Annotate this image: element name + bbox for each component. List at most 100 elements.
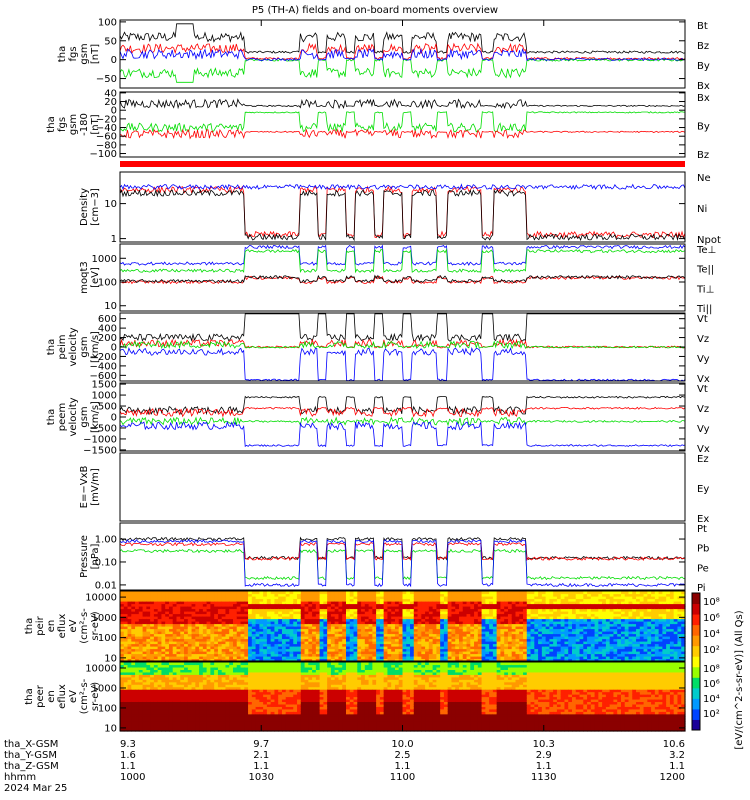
ylabel-line: eV — [68, 690, 79, 703]
legend-By: By — [697, 61, 710, 72]
colorbar-tick: 10² — [703, 645, 720, 656]
ytick-label: 1000 — [92, 613, 117, 624]
ytick-label: 1000 — [92, 683, 117, 694]
series-ve-Vz — [119, 406, 686, 418]
xtick-zgsm: 1.1 — [536, 761, 552, 772]
ytick-label: −500 — [90, 423, 117, 434]
ylabel-line: [mV/m] — [90, 468, 101, 506]
chart-title: P5 (TH-A) fields and on-board moments ov… — [252, 5, 498, 16]
series-temp-Te|| — [119, 274, 686, 284]
ylabel-line: peem — [57, 403, 68, 431]
colorbar-tick: 10⁴ — [703, 629, 720, 640]
legend-Ez: Ez — [697, 454, 709, 465]
ytick-label: 10000 — [85, 664, 117, 675]
legend-Pt: Pt — [697, 524, 707, 535]
legend-Bx: Bx — [697, 81, 710, 92]
ytick-label: 200 — [98, 333, 117, 344]
legend-Pb: Pb — [697, 544, 709, 555]
ylabel-line: velocity — [68, 327, 79, 366]
ylabel-line: tha — [46, 116, 57, 132]
xaxis-row-label: tha_Y-GSM — [4, 750, 57, 761]
series-vi-Vy — [119, 340, 686, 350]
series-ve-Vt — [119, 395, 686, 416]
ylabel-line: moqt3 — [79, 261, 90, 294]
xtick-hhmm: 1000 — [120, 772, 145, 783]
ylabel-line: Density — [79, 188, 90, 226]
legend-Pe: Pe — [697, 563, 709, 574]
xtick-ygsm: 1.6 — [120, 750, 136, 761]
ytick-label: 10 — [104, 301, 117, 312]
series-fgs-Bz — [119, 42, 686, 61]
xtick-xgsm: 9.3 — [120, 739, 136, 750]
ylabel-line: eflux — [57, 684, 68, 709]
ylabel-line: gsm — [79, 336, 90, 357]
series-fgs-By — [119, 57, 686, 83]
legend-Te||: Te|| — [696, 265, 714, 276]
ytick-label: −400 — [90, 361, 117, 372]
xtick-ygsm: 2.1 — [253, 750, 269, 761]
ytick-label: −40 — [96, 123, 117, 134]
colorbar-tick: 10⁸ — [703, 597, 720, 608]
legend-Ti||: Ti|| — [696, 304, 712, 315]
series-fgs-Bt — [119, 23, 686, 54]
panel-ve — [119, 382, 686, 452]
panel-espec — [119, 661, 686, 732]
ytick-label: −600 — [90, 371, 117, 382]
ylabel-line: [eV] — [90, 267, 101, 288]
ylabel-line: sr-eV) — [90, 682, 101, 711]
ytick-label: 10 — [104, 199, 117, 210]
ylabel-line: (cm²-s- — [79, 678, 90, 714]
ylabel-line: [cm−3] — [90, 188, 101, 226]
xtick-hhmm: 1200 — [660, 772, 685, 783]
legend-Vx: Vx — [697, 374, 710, 385]
ytick-label: 1000 — [92, 254, 117, 265]
series-vi-Vx — [119, 346, 686, 382]
panel-press — [119, 522, 686, 591]
legend-Pi: Pi — [697, 583, 706, 594]
colorbar-tick: 10⁶ — [703, 679, 720, 690]
ytick-label: 10000 — [85, 593, 117, 604]
legend-Bt: Bt — [697, 21, 708, 32]
ytick-label: 40 — [104, 88, 117, 99]
legend-Bx: Bx — [697, 93, 710, 104]
legend-Ex: Ex — [697, 514, 709, 525]
colorbar-tick: 10² — [703, 709, 720, 720]
ytick-label: −20 — [96, 114, 117, 125]
ylabel-line: gsm — [79, 43, 90, 64]
legend-Ne: Ne — [697, 173, 711, 184]
xaxis-row-label: tha_Z-GSM — [4, 761, 59, 772]
legend-Vt: Vt — [697, 314, 708, 325]
series-ve-Vy — [119, 416, 686, 427]
ytick-label: 600 — [98, 314, 117, 325]
colorbar-label: [eV/(cm^2-s-sr-eV)] (All Qs) — [734, 610, 745, 749]
series-temp-Ti⊥ — [119, 244, 686, 266]
ytick-label: 0 — [111, 413, 117, 424]
legend-Te⊥: Te⊥ — [696, 245, 716, 256]
mode-bar — [120, 161, 685, 167]
ylabel-line: -180 — [79, 113, 90, 136]
ylabel-line: fgs — [57, 117, 68, 132]
series-fgs180-Bz — [119, 128, 686, 140]
ytick-label: 0.10 — [95, 557, 117, 568]
xtick-xgsm: 10.6 — [663, 739, 685, 750]
series-fgs-Bx — [119, 47, 686, 62]
series-dens-Ni — [119, 189, 686, 242]
ytick-label: 0 — [111, 343, 117, 354]
xtick-zgsm: 1.1 — [395, 761, 411, 772]
series-fgs180-By — [119, 111, 686, 133]
ytick-label: 10 — [104, 653, 117, 664]
panel-efield — [119, 452, 686, 522]
ytick-label: 400 — [98, 324, 117, 335]
ylabel-line: gsm — [68, 114, 79, 135]
ytick-label: 1 — [111, 234, 117, 245]
legend-Vx: Vx — [697, 444, 710, 455]
ytick-label: 20 — [104, 97, 117, 108]
ylabel-line: eflux — [57, 614, 68, 639]
legend-Vy: Vy — [697, 354, 710, 365]
panel-dens — [119, 171, 686, 243]
ylabel-line: (cm²-s- — [79, 608, 90, 644]
ylabel-line: [nPa] — [90, 543, 101, 569]
ylabel-line: sr-eV) — [90, 611, 101, 640]
panel-vi — [119, 312, 686, 382]
